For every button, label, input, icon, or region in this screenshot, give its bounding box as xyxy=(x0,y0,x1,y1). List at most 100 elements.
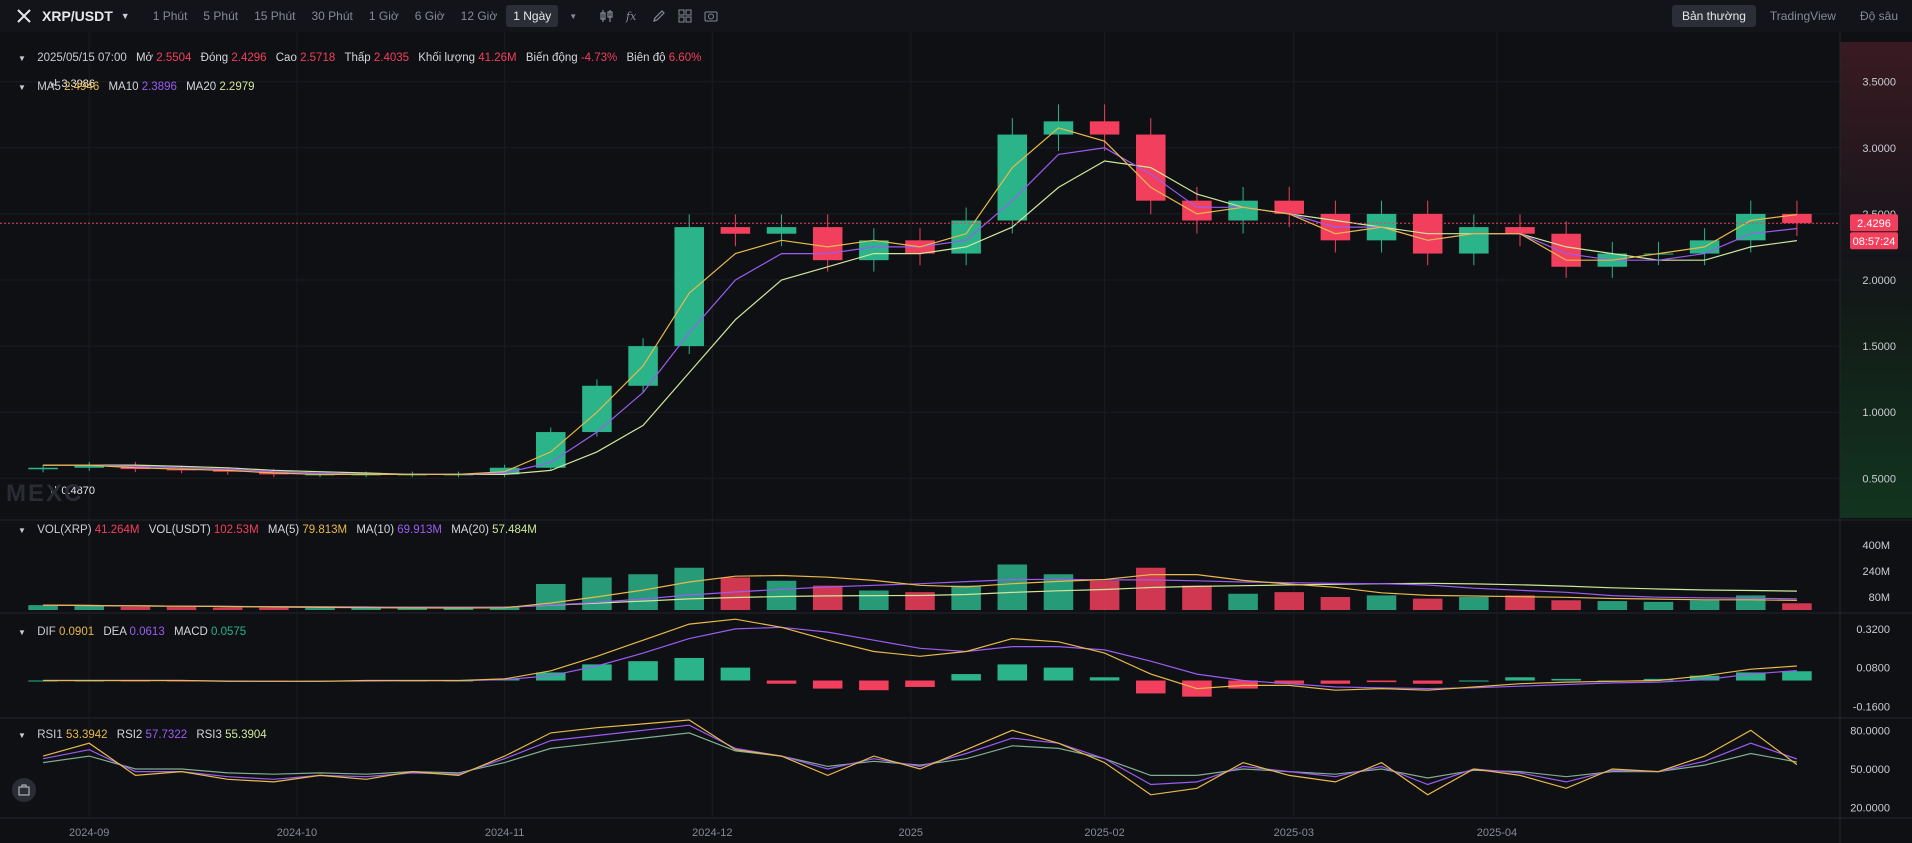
timeframe-0[interactable]: 1 Phút xyxy=(152,9,188,23)
candle-body xyxy=(1182,200,1212,221)
chevron-down-icon[interactable]: ▼ xyxy=(120,11,130,21)
chevron-down-icon[interactable]: ▼ xyxy=(18,526,26,535)
volume-bar xyxy=(1228,593,1258,610)
price-tick-label-5: 1.0000 xyxy=(1862,407,1896,419)
indicator-fx-icon[interactable]: fx xyxy=(620,6,646,26)
x-tick-label-0: 2024-09 xyxy=(69,827,109,839)
timeframe-4[interactable]: 1 Giờ xyxy=(368,9,399,23)
candle-body xyxy=(1274,200,1304,214)
price-tick-label-6: 0.5000 xyxy=(1862,473,1896,485)
value-ma10: 2.3896 xyxy=(141,81,177,93)
view-mode-1[interactable]: TradingView xyxy=(1769,9,1836,23)
volume-bar xyxy=(1274,592,1304,610)
candlestick-icon[interactable] xyxy=(594,6,620,26)
rsi-tick-label-1: 50.0000 xyxy=(1850,764,1890,776)
label-vol-ma20: MA(20) xyxy=(451,524,489,536)
value-rsi3: 55.3904 xyxy=(225,729,267,741)
candle-body xyxy=(720,227,751,234)
ma-legend: ▼ MA5 2.4946 MA10 2.3896 MA20 2.2979 xyxy=(18,81,255,93)
candle-body xyxy=(28,467,58,470)
x-tick-label-1: 2024-10 xyxy=(277,827,317,839)
countdown-tag-bg xyxy=(1850,232,1898,250)
view-mode-2[interactable]: Độ sâu xyxy=(1859,9,1898,23)
view-mode-0[interactable]: Bản thường xyxy=(1671,5,1756,27)
macd-legend: ▼ DIF 0.0901 DEA 0.0613 MACD 0.0575 xyxy=(18,626,246,638)
macd-histogram-bar xyxy=(997,664,1028,681)
macd-histogram-bar xyxy=(1089,677,1120,681)
macd-histogram-bar xyxy=(951,674,981,681)
macd-histogram-bar xyxy=(720,667,751,681)
volume-bar xyxy=(305,608,335,610)
volume-bar xyxy=(1505,595,1535,610)
value-dea: 0.0613 xyxy=(129,626,165,638)
macd-histogram-bar xyxy=(1320,680,1351,684)
label-dea: DEA xyxy=(103,626,127,638)
volume-bar xyxy=(351,608,381,610)
label-amplitude: Biên độ xyxy=(626,52,666,64)
volume-bar xyxy=(1689,600,1720,610)
vol-tick-label-1: 240M xyxy=(1862,566,1890,578)
label-ma10: MA10 xyxy=(108,81,139,93)
volume-bar xyxy=(1782,603,1812,610)
camera-icon[interactable] xyxy=(698,6,724,26)
candle-body xyxy=(997,134,1028,221)
macd-histogram-bar xyxy=(812,680,843,689)
value-vol-xrp: 41.264M xyxy=(94,524,140,536)
value-open: 2.5504 xyxy=(156,52,192,64)
volume-bar xyxy=(1412,598,1443,610)
timeframe-2[interactable]: 15 Phút xyxy=(254,9,296,23)
timeframe-1[interactable]: 5 Phút xyxy=(203,9,239,23)
label-volume: Khối lượng xyxy=(418,52,476,64)
pair-selector[interactable]: XRP/USDT xyxy=(42,8,113,24)
toolbox-icon[interactable] xyxy=(12,778,36,802)
chevron-down-icon[interactable]: ▼ xyxy=(18,83,26,92)
volume-bar xyxy=(1320,597,1351,610)
macd-histogram-bar xyxy=(905,680,935,687)
label-low: Thấp xyxy=(344,52,371,64)
volume-bar xyxy=(1459,597,1489,610)
label-vol-xrp: VOL(XRP) xyxy=(37,524,92,536)
grid-layout-icon[interactable] xyxy=(672,6,698,26)
candle-body xyxy=(166,469,197,471)
chevron-down-icon[interactable]: ▼ xyxy=(18,54,26,63)
chevron-down-icon[interactable]: ▼ xyxy=(18,731,26,740)
rsi-tick-label-0: 80.0000 xyxy=(1850,725,1890,737)
volume-bar xyxy=(1366,595,1397,610)
timeframe-6[interactable]: 12 Giờ xyxy=(460,9,498,23)
chevron-down-icon[interactable]: ▼ xyxy=(569,11,578,21)
value-vol-ma5: 79.813M xyxy=(302,524,348,536)
chart-canvas[interactable]: 2024-09 2024-10 2024-11 2024-12 2025 2025-02 2… xyxy=(0,32,1912,843)
vol-tick-label-0: 400M xyxy=(1862,540,1890,552)
pencil-icon[interactable] xyxy=(646,6,672,26)
macd-histogram-bar xyxy=(1736,672,1766,681)
macd-histogram-bar xyxy=(859,680,889,691)
label-close: Đóng xyxy=(200,52,229,64)
volume-bar xyxy=(74,605,104,610)
volume-bar xyxy=(443,608,474,610)
macd-histogram-bar xyxy=(674,657,704,681)
macd-histogram-bar xyxy=(1689,675,1720,681)
candle-body xyxy=(1782,213,1812,224)
macd-histogram-bar xyxy=(766,680,797,684)
chevron-down-icon[interactable]: ▼ xyxy=(18,628,26,637)
macd-tick-label-2: -0.1600 xyxy=(1853,701,1890,713)
timeframe-3[interactable]: 30 Phút xyxy=(311,9,353,23)
timeframe-7[interactable]: 1 Ngày xyxy=(506,5,559,27)
candle-body xyxy=(1459,227,1489,254)
ohlc-legend: ▼ 2025/05/15 07:00 Mở 2.5504 Đóng 2.4296… xyxy=(18,52,701,64)
x-tick-label-6: 2025-03 xyxy=(1274,827,1314,839)
volume-bar xyxy=(1182,585,1212,610)
volume-bar xyxy=(1551,600,1581,610)
macd-tick-label-0: 0.3200 xyxy=(1856,624,1890,636)
volume-bar xyxy=(997,564,1028,610)
macd-histogram-bar xyxy=(1643,678,1674,681)
macd-histogram-bar xyxy=(28,680,58,682)
x-tick-label-7: 2025-04 xyxy=(1477,827,1517,839)
candle-body xyxy=(674,227,704,347)
volume-bar xyxy=(212,607,243,610)
macd-histogram-bar xyxy=(1505,677,1535,681)
label-rsi1: RSI1 xyxy=(37,729,63,741)
volume-bar xyxy=(166,607,197,610)
timeframe-5[interactable]: 6 Giờ xyxy=(414,9,445,23)
macd-histogram-bar xyxy=(1412,680,1443,684)
